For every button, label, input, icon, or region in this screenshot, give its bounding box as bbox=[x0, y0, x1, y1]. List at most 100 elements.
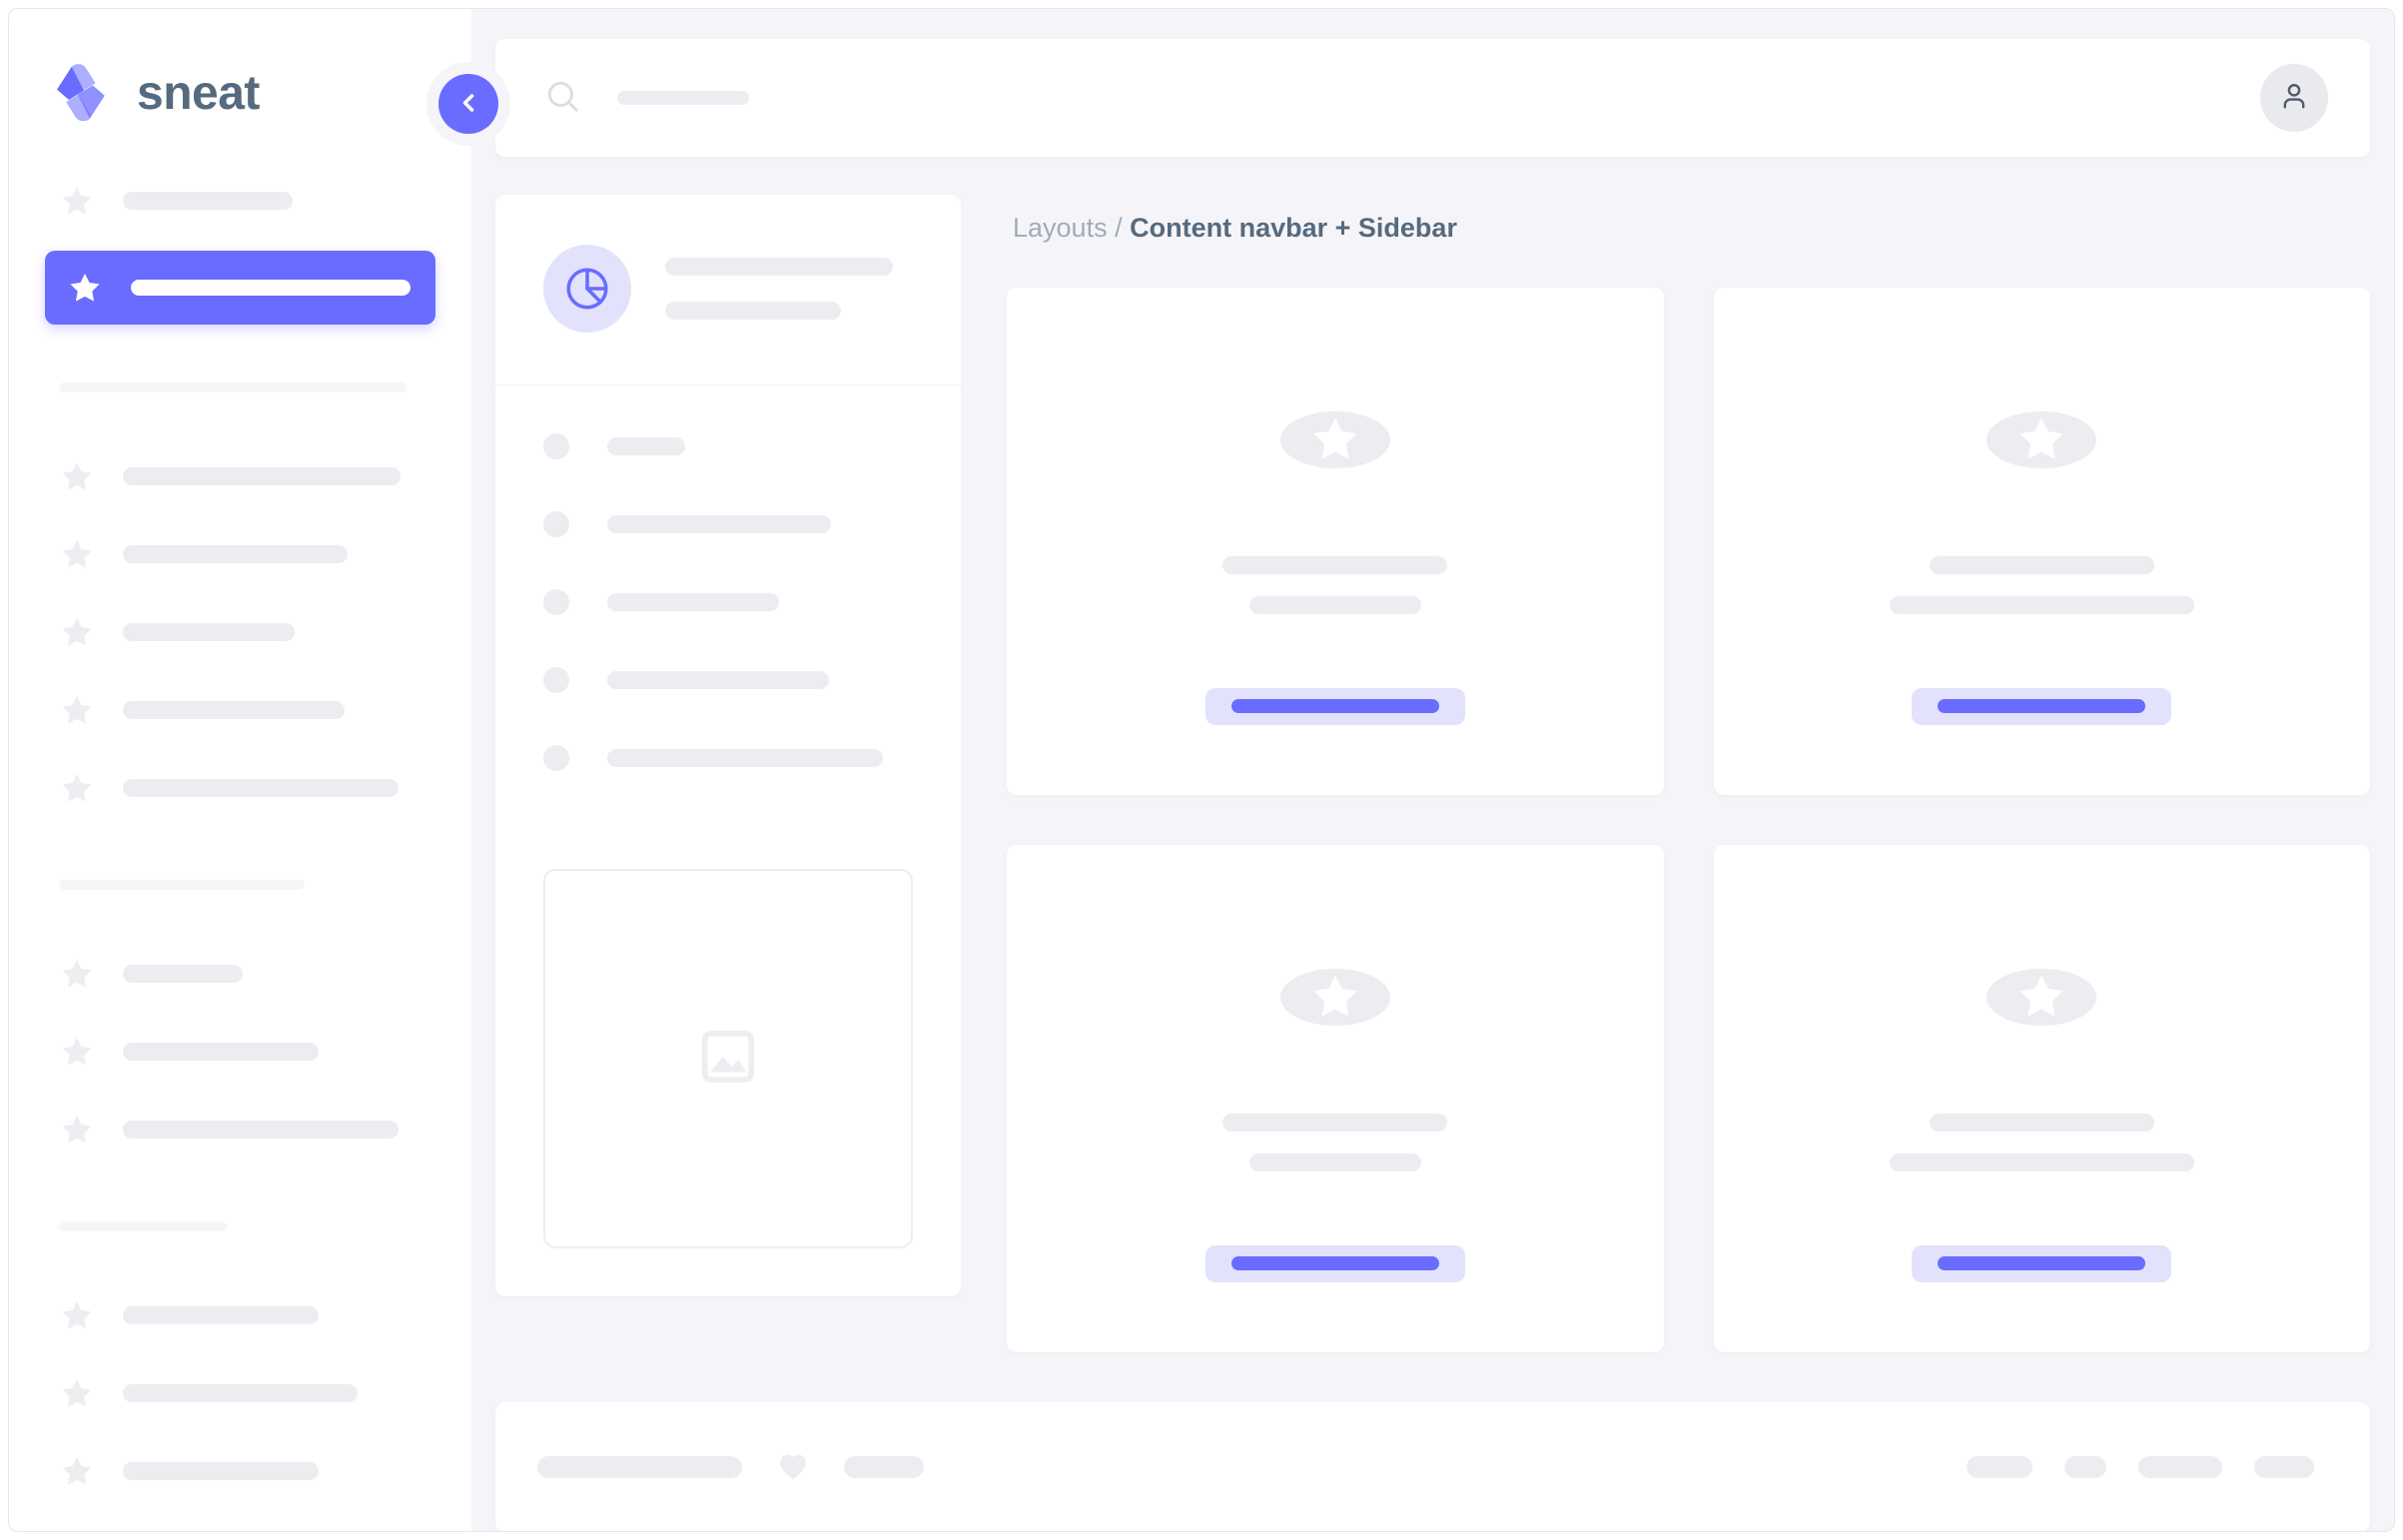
sneat-logo-icon bbox=[51, 62, 111, 124]
heart-icon[interactable] bbox=[772, 1446, 814, 1489]
sidebar-item[interactable] bbox=[47, 762, 433, 814]
skeleton-line bbox=[607, 593, 779, 611]
star-icon bbox=[59, 1035, 95, 1070]
brand[interactable]: sneat bbox=[9, 9, 471, 129]
skeleton-line bbox=[1248, 1153, 1421, 1171]
sidebar-item[interactable] bbox=[47, 528, 433, 580]
sidebar-section-divider bbox=[59, 1221, 227, 1231]
search-placeholder-skeleton bbox=[617, 91, 749, 105]
circle-bullet-icon bbox=[543, 589, 569, 615]
spacer bbox=[9, 814, 471, 880]
skeleton-line bbox=[537, 1456, 742, 1478]
breadcrumb: Layouts / Content navbar + Sidebar bbox=[1007, 195, 2370, 244]
card-skeleton-lines bbox=[1714, 555, 2371, 614]
spacer bbox=[9, 392, 471, 450]
avatar[interactable] bbox=[2260, 64, 2328, 132]
circle-bullet-icon bbox=[543, 433, 569, 459]
sidebar-item[interactable] bbox=[47, 450, 433, 502]
right-column: Layouts / Content navbar + Sidebar bbox=[1007, 195, 2370, 1352]
brand-name: sneat bbox=[137, 66, 260, 120]
sidebar-item-active[interactable] bbox=[45, 251, 435, 325]
product-card[interactable] bbox=[1713, 845, 2370, 1352]
sidebar-nav bbox=[9, 129, 471, 1497]
skeleton-line bbox=[1889, 595, 2194, 614]
card-grid bbox=[1007, 288, 2370, 1352]
skeleton-line[interactable] bbox=[2138, 1456, 2222, 1478]
product-card[interactable] bbox=[1713, 288, 2371, 795]
app-frame: sneat bbox=[8, 8, 2395, 1532]
main-content: Layouts / Content navbar + Sidebar bbox=[471, 9, 2394, 1531]
sidebar-section-divider bbox=[59, 383, 406, 392]
sidebar-item-label-skeleton bbox=[123, 1462, 319, 1480]
star-icon bbox=[59, 615, 95, 650]
star-icon bbox=[1987, 969, 2097, 1026]
card-action-button[interactable] bbox=[1912, 687, 2172, 725]
sidebar-group bbox=[9, 1289, 471, 1497]
sidebar-item-label-skeleton bbox=[123, 779, 399, 797]
sidebar-item-label-skeleton bbox=[123, 545, 348, 563]
list-item[interactable] bbox=[543, 587, 913, 617]
image-placeholder[interactable] bbox=[543, 869, 913, 1248]
star-icon bbox=[59, 537, 95, 572]
search-input[interactable] bbox=[543, 77, 2260, 120]
spacer bbox=[9, 1231, 471, 1289]
panel-list bbox=[495, 385, 961, 773]
skeleton-line bbox=[1248, 595, 1421, 614]
sidebar-item[interactable] bbox=[47, 1367, 433, 1419]
skeleton-line bbox=[607, 515, 831, 533]
sidebar-item[interactable] bbox=[47, 948, 433, 1000]
list-item[interactable] bbox=[543, 509, 913, 539]
sidebar-item[interactable] bbox=[47, 606, 433, 658]
button-label-skeleton bbox=[1230, 699, 1439, 714]
skeleton-line bbox=[665, 302, 841, 320]
chevron-left-icon bbox=[454, 89, 482, 120]
skeleton-line bbox=[1929, 555, 2154, 574]
skeleton-line bbox=[665, 258, 893, 276]
list-item[interactable] bbox=[543, 743, 913, 773]
sidebar-item-label-skeleton bbox=[123, 1306, 319, 1324]
star-icon bbox=[1987, 411, 2097, 468]
sidebar-item[interactable] bbox=[47, 1289, 433, 1341]
skeleton-line[interactable] bbox=[1967, 1456, 2032, 1478]
card-action-button[interactable] bbox=[1912, 1244, 2172, 1282]
sidebar-collapse-button[interactable] bbox=[438, 74, 498, 134]
panel-header bbox=[495, 195, 961, 385]
sidebar-item-label-skeleton bbox=[131, 280, 410, 296]
button-label-skeleton bbox=[1938, 1256, 2146, 1271]
skeleton-line[interactable] bbox=[2064, 1456, 2106, 1478]
sidebar-group bbox=[9, 175, 471, 325]
breadcrumb-current: Content navbar + Sidebar bbox=[1130, 213, 1457, 243]
sidebar-item-label-skeleton bbox=[123, 965, 243, 983]
content-row: Layouts / Content navbar + Sidebar bbox=[495, 195, 2370, 1352]
product-card[interactable] bbox=[1007, 845, 1664, 1352]
sidebar-item-label-skeleton bbox=[123, 1121, 399, 1139]
sidebar-item-label-skeleton bbox=[123, 623, 295, 641]
skeleton-line bbox=[1929, 1113, 2154, 1132]
card-action-button[interactable] bbox=[1204, 687, 1465, 725]
skeleton-line bbox=[844, 1456, 924, 1478]
topbar bbox=[495, 39, 2370, 157]
card-action-button[interactable] bbox=[1204, 1244, 1465, 1282]
spacer bbox=[9, 325, 471, 383]
star-icon bbox=[67, 271, 103, 306]
collapse-halo bbox=[426, 62, 510, 146]
sidebar-item[interactable] bbox=[47, 1445, 433, 1497]
list-item[interactable] bbox=[543, 665, 913, 695]
skeleton-line bbox=[607, 749, 883, 767]
spacer bbox=[9, 890, 471, 948]
star-icon bbox=[59, 1298, 95, 1333]
sidebar-item[interactable] bbox=[47, 684, 433, 736]
sidebar-item[interactable] bbox=[47, 1026, 433, 1078]
footer-left bbox=[537, 1446, 924, 1489]
sidebar-item[interactable] bbox=[47, 175, 433, 227]
footer-right bbox=[1967, 1456, 2314, 1478]
skeleton-line[interactable] bbox=[2254, 1456, 2314, 1478]
star-icon bbox=[59, 459, 95, 494]
sidebar-group bbox=[9, 948, 471, 1155]
skeleton-line bbox=[1889, 1153, 2194, 1171]
breadcrumb-parent[interactable]: Layouts bbox=[1013, 213, 1108, 243]
list-item[interactable] bbox=[543, 431, 913, 461]
sidebar-item[interactable] bbox=[47, 1104, 433, 1155]
skeleton-line bbox=[1222, 555, 1448, 574]
product-card[interactable] bbox=[1007, 288, 1664, 795]
